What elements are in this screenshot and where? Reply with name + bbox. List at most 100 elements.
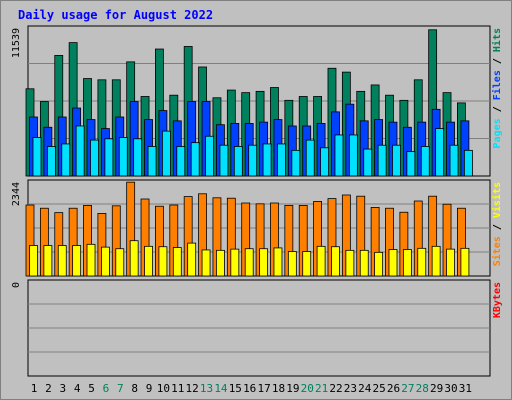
x-tick-label: 21 [315, 382, 328, 395]
bar-pages [104, 138, 114, 177]
bar-sites [101, 246, 110, 277]
bar-pages [162, 130, 171, 177]
legend-entry: / [492, 100, 503, 118]
bar-sites [302, 251, 312, 277]
x-tick-label: 5 [88, 382, 95, 395]
x-tick-label: 8 [131, 382, 138, 395]
x-tick-label: 12 [186, 382, 199, 395]
bar-sites [417, 247, 427, 277]
bar-sites [287, 251, 297, 277]
bar-pages [248, 144, 258, 177]
x-tick-label: 22 [329, 382, 342, 395]
bar-sites [446, 248, 455, 277]
bar-sites [172, 247, 182, 277]
y-axis-max-label: 2344 [11, 182, 22, 206]
x-tick-label: 30 [444, 382, 457, 395]
bar-sites [402, 249, 412, 277]
legend-entry: Pages [492, 118, 503, 148]
bar-sites [230, 248, 240, 277]
bar-pages [435, 128, 445, 177]
bar-pages [463, 149, 473, 177]
x-tick-label: 13 [200, 382, 213, 395]
bar-sites [273, 247, 283, 277]
bar-pages [406, 151, 416, 177]
x-tick-label: 26 [387, 382, 400, 395]
bar-pages [46, 146, 56, 177]
bar-sites [316, 245, 326, 277]
x-tick-label: 28 [416, 382, 429, 395]
x-tick-label: 11 [171, 382, 184, 395]
bar-sites [244, 248, 254, 277]
x-tick-label: 31 [459, 382, 472, 395]
x-tick-label: 6 [103, 382, 110, 395]
x-tick-label: 20 [301, 382, 314, 395]
bar-sites [144, 245, 153, 277]
bar-sites [374, 251, 384, 277]
bar-sites [43, 245, 53, 277]
legend-entry: Visits [491, 182, 503, 218]
bar-sites [201, 249, 211, 277]
bar-sites [86, 243, 96, 277]
bar-pages [334, 134, 344, 177]
legend-kbytes: KBytes [492, 282, 503, 318]
bar-sites [460, 247, 470, 277]
x-tick-label: 2 [45, 382, 52, 395]
bar-pages [233, 146, 243, 177]
bar-sites [57, 245, 67, 277]
bar-pages [291, 149, 301, 177]
x-tick-label: 23 [344, 382, 357, 395]
x-tick-label: 15 [229, 382, 242, 395]
x-tick-label: 4 [74, 382, 81, 395]
legend-hits-files-pages: Pages / Files / Hits [491, 28, 503, 148]
bar-pages [420, 146, 430, 177]
bar-pages [305, 139, 315, 177]
bar-sites [29, 245, 38, 277]
chart-title: Daily usage for August 2022 [18, 8, 213, 22]
bar-sites [115, 248, 125, 277]
x-tick-label: 19 [286, 382, 299, 395]
bar-pages [190, 142, 200, 177]
bar-sites [72, 245, 82, 277]
bar-sites [359, 249, 369, 277]
x-tick-label: 7 [117, 382, 124, 395]
bar-pages [118, 137, 128, 177]
x-tick-label: 9 [146, 382, 153, 395]
bar-sites [431, 245, 441, 277]
x-tick-label: 1 [31, 382, 38, 395]
legend-entry: / [492, 52, 503, 70]
x-tick-label: 27 [401, 382, 414, 395]
legend-entry: Hits [491, 28, 503, 52]
bar-sites [216, 249, 225, 277]
legend-visits-sites: Sites / Visits [491, 182, 503, 266]
y-axis-max-label: 11539 [11, 28, 22, 58]
bar-pages [363, 148, 373, 177]
x-tick-label: 24 [358, 382, 372, 395]
bar-pages [32, 137, 42, 177]
bar-pages [449, 144, 459, 177]
bar-sites [187, 242, 197, 277]
y-axis-max-label: 0 [11, 282, 22, 288]
x-tick-label: 25 [372, 382, 385, 395]
bar-sites [388, 249, 398, 277]
bar-pages [61, 143, 71, 177]
bar-pages [348, 134, 358, 177]
x-tick-label: 29 [430, 382, 443, 395]
legend-entry: Files [491, 70, 503, 100]
x-tick-label: 17 [257, 382, 270, 395]
bar-pages [320, 147, 330, 177]
bar-pages [392, 144, 401, 177]
bar-pages [176, 146, 186, 177]
legend-entry: / [492, 218, 503, 236]
bar-pages [219, 144, 229, 177]
x-tick-label: 3 [59, 382, 66, 395]
bar-sites [331, 246, 340, 277]
legend-entry: KBytes [492, 282, 503, 318]
bar-sites [259, 248, 268, 277]
x-tick-label: 16 [243, 382, 256, 395]
bar-pages [277, 143, 286, 177]
legend-entry: Sites [491, 236, 503, 266]
bar-pages [75, 125, 85, 177]
bar-pages [133, 138, 143, 177]
x-tick-label: 10 [157, 382, 170, 395]
